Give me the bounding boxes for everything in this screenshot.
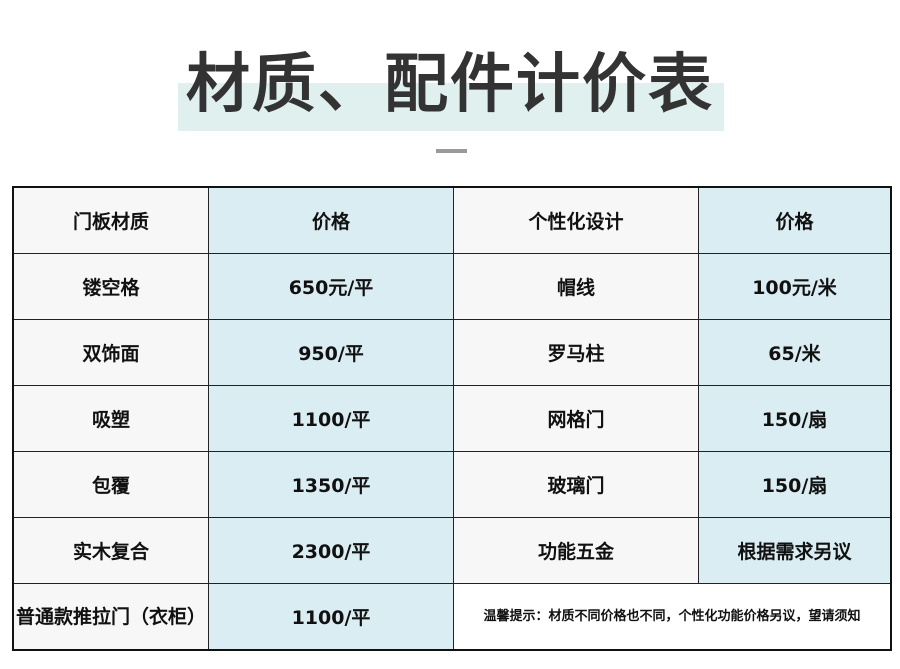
design-cell: 功能五金 <box>453 517 699 584</box>
material-cell: 吸塑 <box>12 385 209 452</box>
design-price-cell: 100元/米 <box>698 253 892 320</box>
design-price-cell: 65/米 <box>698 319 892 386</box>
material-price-cell: 950/平 <box>208 319 454 386</box>
note-cell: 温馨提示：材质不同价格也不同，个性化功能价格另议，望请须知 <box>453 583 892 651</box>
table-row: 实木复合 2300/平 功能五金 根据需求另议 <box>12 517 892 584</box>
material-cell: 包覆 <box>12 451 209 518</box>
title-highlight <box>178 83 724 131</box>
design-cell: 帽线 <box>453 253 699 320</box>
table-row: 普通款推拉门（衣柜） 1100/平 温馨提示：材质不同价格也不同，个性化功能价格… <box>12 583 892 651</box>
material-cell: 双饰面 <box>12 319 209 386</box>
design-cell: 罗马柱 <box>453 319 699 386</box>
material-price-cell: 1350/平 <box>208 451 454 518</box>
table-row: 包覆 1350/平 玻璃门 150/扇 <box>12 451 892 518</box>
table-header-row: 门板材质 价格 个性化设计 价格 <box>12 186 892 254</box>
table-row: 镂空格 650元/平 帽线 100元/米 <box>12 253 892 320</box>
table-row: 吸塑 1100/平 网格门 150/扇 <box>12 385 892 452</box>
design-price-cell: 根据需求另议 <box>698 517 892 584</box>
design-cell: 玻璃门 <box>453 451 699 518</box>
table-row: 双饰面 950/平 罗马柱 65/米 <box>12 319 892 386</box>
material-cell: 实木复合 <box>12 517 209 584</box>
header-design: 个性化设计 <box>453 186 699 254</box>
design-cell: 网格门 <box>453 385 699 452</box>
material-cell: 镂空格 <box>12 253 209 320</box>
design-price-cell: 150/扇 <box>698 451 892 518</box>
design-price-cell: 150/扇 <box>698 385 892 452</box>
material-cell: 普通款推拉门（衣柜） <box>12 583 209 651</box>
material-price-cell: 2300/平 <box>208 517 454 584</box>
material-price-cell: 1100/平 <box>208 583 454 651</box>
header-price: 价格 <box>698 186 892 254</box>
material-price-cell: 650元/平 <box>208 253 454 320</box>
price-table: 门板材质 价格 个性化设计 价格 镂空格 650元/平 帽线 100元/米 双饰… <box>12 186 892 651</box>
page-title: 材质、配件计价表 <box>186 48 714 122</box>
title-divider <box>436 149 467 153</box>
header-material: 门板材质 <box>12 186 209 254</box>
header-price: 价格 <box>208 186 454 254</box>
material-price-cell: 1100/平 <box>208 385 454 452</box>
